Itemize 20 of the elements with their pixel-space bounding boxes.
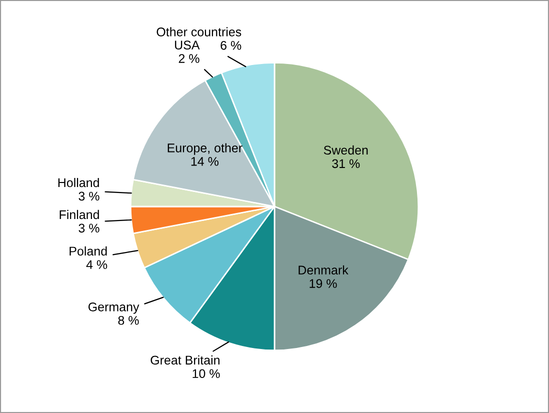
data-label: 4 % — [86, 260, 108, 269]
data-label: 19 % — [310, 279, 337, 288]
slice-label: USA — [175, 40, 200, 50]
data-label: 3 % — [78, 192, 100, 201]
slice-label: Sweden — [324, 145, 368, 155]
slice-label: Holland — [58, 178, 99, 188]
slice-label: Europe, other — [168, 143, 242, 155]
data-label: 6 % — [220, 40, 242, 50]
slice-label: Poland — [70, 246, 107, 256]
slice-label: Other countries — [156, 27, 242, 36]
slice-label: Great Britain — [150, 355, 220, 365]
data-label: 3 % — [78, 224, 100, 233]
data-label: 10 % — [192, 369, 220, 378]
data-label: 2 % — [178, 54, 200, 63]
data-label: 8 % — [118, 316, 139, 325]
slice-label: Denmark — [298, 265, 348, 275]
data-label: 31 % — [332, 159, 360, 168]
slice-label: Germany — [88, 302, 140, 314]
data-label: 14 % — [191, 157, 218, 166]
slice-label: Finland — [60, 210, 99, 220]
